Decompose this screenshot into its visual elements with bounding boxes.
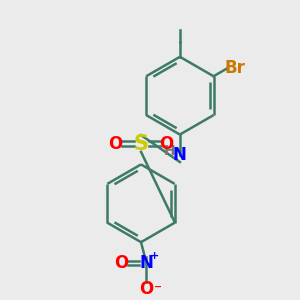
Text: O: O [114, 254, 128, 272]
Text: O: O [139, 280, 154, 298]
Text: H: H [164, 144, 175, 158]
Text: Br: Br [225, 59, 246, 77]
Text: O: O [159, 134, 174, 152]
Text: S: S [134, 134, 148, 154]
Text: +: + [150, 250, 159, 261]
Text: N: N [173, 146, 187, 164]
Text: O: O [109, 134, 123, 152]
Text: ⁻: ⁻ [154, 283, 163, 298]
Text: N: N [140, 254, 153, 272]
